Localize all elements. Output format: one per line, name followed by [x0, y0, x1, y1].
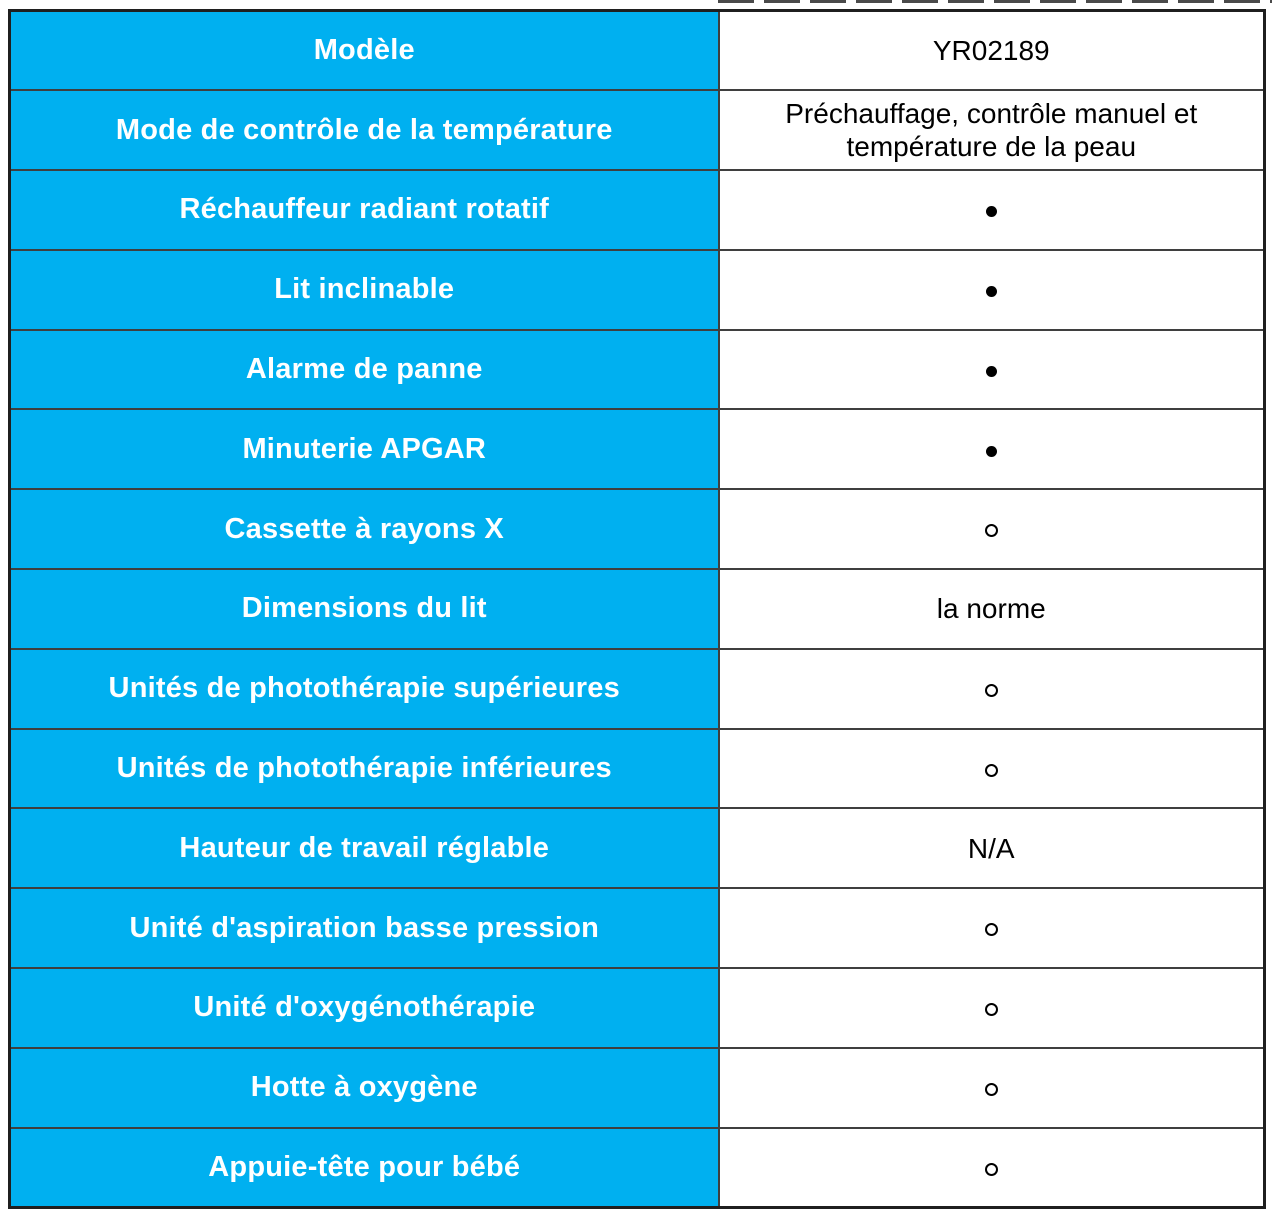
- table-row: Unité d'oxygénothérapie: [8, 967, 1266, 1049]
- spec-label: Alarme de panne: [8, 328, 720, 411]
- spec-value: [717, 887, 1266, 970]
- table-row: Alarme de panne: [8, 328, 1266, 411]
- filled-dot-icon: [985, 365, 997, 377]
- spec-value: [717, 647, 1266, 730]
- spec-label: Unité d'aspiration basse pression: [8, 887, 720, 970]
- spec-value: [717, 1046, 1266, 1129]
- filled-dot-icon: [985, 445, 997, 457]
- filled-dot-icon: [985, 286, 997, 298]
- table-row: Unités de photothérapie supérieures: [8, 647, 1266, 730]
- spec-label: Hotte à oxygène: [8, 1046, 720, 1129]
- spec-table-body: Modèle YR02189 Mode de contrôle de la temp…: [8, 9, 1266, 1209]
- spec-value: [717, 488, 1266, 571]
- hollow-dot-icon: [984, 1083, 998, 1097]
- spec-label: Appuie-tête pour bébé: [8, 1126, 720, 1209]
- hollow-dot-icon: [984, 1162, 998, 1176]
- table-row: Hotte à oxygène: [8, 1046, 1266, 1129]
- hollow-dot-icon: [984, 763, 998, 777]
- table-row: Appuie-tête pour bébé: [8, 1126, 1266, 1209]
- table-row: Dimensions du lit la norme: [8, 568, 1266, 650]
- spec-value: la norme: [717, 568, 1266, 650]
- spec-table: Modèle YR02189 Mode de contrôle de la temp…: [8, 9, 1266, 1209]
- spec-label: Unité d'oxygénothérapie: [8, 967, 720, 1049]
- spec-value: N/A: [717, 807, 1266, 890]
- hollow-dot-icon: [984, 1003, 998, 1017]
- spec-label: Dimensions du lit: [8, 568, 720, 650]
- spec-value: [717, 1126, 1266, 1209]
- table-row: Minuterie APGAR: [8, 408, 1266, 491]
- spec-label: Unités de photothérapie inférieures: [8, 727, 720, 810]
- spec-label: Mode de contrôle de la température: [8, 89, 720, 172]
- spec-value: [717, 248, 1266, 331]
- hollow-dot-icon: [984, 923, 998, 937]
- spec-label: Réchauffeur radiant rotatif: [8, 169, 720, 251]
- spec-value: YR02189: [717, 9, 1266, 92]
- hollow-dot-icon: [984, 684, 998, 698]
- spec-value: [717, 169, 1266, 251]
- spec-value: [717, 967, 1266, 1049]
- spec-label: Unités de photothérapie supérieures: [8, 647, 720, 730]
- filled-dot-icon: [985, 206, 997, 218]
- table-row: Lit inclinable: [8, 248, 1266, 331]
- table-row: Unités de photothérapie inférieures: [8, 727, 1266, 810]
- cropped-row-artifact: [718, 0, 1272, 3]
- table-row: Unité d'aspiration basse pression: [8, 887, 1266, 970]
- table-row: Cassette à rayons X: [8, 488, 1266, 571]
- spec-value: [717, 328, 1266, 411]
- spec-label: Cassette à rayons X: [8, 488, 720, 571]
- spec-value: [717, 408, 1266, 491]
- hollow-dot-icon: [984, 524, 998, 538]
- table-row: Mode de contrôle de la température Précha…: [8, 89, 1266, 172]
- spec-label: Lit inclinable: [8, 248, 720, 331]
- spec-label: Hauteur de travail réglable: [8, 807, 720, 890]
- table-row: Modèle YR02189: [8, 9, 1266, 92]
- table-row: Hauteur de travail réglable N/A: [8, 807, 1266, 890]
- spec-value: Préchauffage, contrôle manuel et tempéra…: [717, 89, 1266, 172]
- spec-label: Minuterie APGAR: [8, 408, 720, 491]
- table-row: Réchauffeur radiant rotatif: [8, 169, 1266, 251]
- spec-value: [717, 727, 1266, 810]
- spec-label: Modèle: [8, 9, 720, 92]
